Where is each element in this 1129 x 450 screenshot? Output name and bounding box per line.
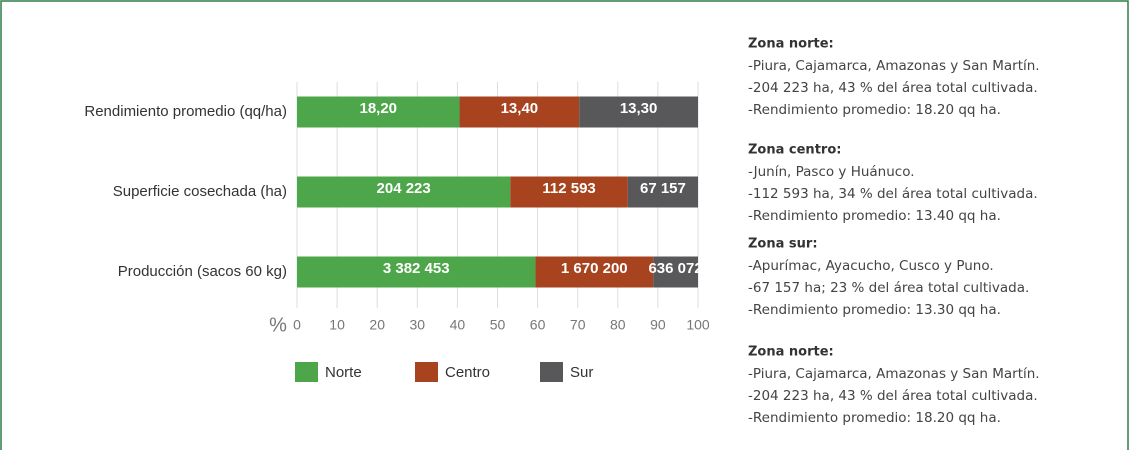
sidebar-line: -Rendimiento promedio: 18.20 qq ha. (748, 410, 1001, 426)
legend-swatch (540, 362, 563, 382)
sidebar-line: -Piura, Cajamarca, Amazonas y San Martín… (748, 366, 1040, 382)
data-label: 1 670 200 (561, 260, 628, 277)
data-label: 18,20 (359, 100, 397, 117)
x-tick-label: 80 (610, 317, 626, 333)
data-label: 3 382 453 (383, 260, 450, 277)
legend-label: Norte (325, 364, 362, 381)
data-label: 67 157 (640, 180, 686, 197)
data-label: 13,30 (620, 100, 658, 117)
sidebar-line: -204 223 ha, 43 % del área total cultiva… (748, 388, 1038, 404)
x-tick-label: 50 (490, 317, 506, 333)
bar-segment (510, 176, 628, 208)
sidebar-heading: Zona norte: (748, 37, 834, 52)
bar-segment (297, 176, 511, 208)
sidebar-line: -112 593 ha, 34 % del área total cultiva… (748, 186, 1038, 202)
bar-segment (297, 96, 460, 128)
y-tick-label: Superficie cosechada (ha) (113, 183, 287, 200)
x-tick-label: 0 (293, 317, 301, 333)
data-label: 13,40 (501, 100, 539, 117)
y-tick-label: Rendimiento promedio (qq/ha) (84, 103, 287, 120)
x-tick-label: 60 (530, 317, 546, 333)
bar-segment (459, 96, 580, 128)
legend-swatch (415, 362, 438, 382)
sidebar-heading: Zona sur: (748, 237, 818, 252)
x-tick-label: 100 (686, 317, 710, 333)
data-label: 204 223 (377, 180, 431, 197)
sidebar-line: -Rendimiento promedio: 13.40 qq ha. (748, 208, 1001, 224)
x-tick-label: 20 (369, 317, 385, 333)
sidebar-line: -Rendimiento promedio: 13.30 qq ha. (748, 302, 1001, 318)
sidebar-line: -Junín, Pasco y Huánuco. (748, 164, 915, 180)
x-tick-label: 70 (570, 317, 586, 333)
legend-label: Centro (445, 364, 490, 381)
sidebar-heading: Zona centro: (748, 143, 841, 158)
x-tick-label: 40 (450, 317, 466, 333)
bar-segment (579, 96, 698, 128)
x-tick-label: 90 (650, 317, 666, 333)
data-label: 112 593 (542, 180, 595, 197)
x-tick-label: 10 (329, 317, 345, 333)
sidebar-line: -204 223 ha, 43 % del área total cultiva… (748, 80, 1038, 96)
bar-segment (653, 256, 698, 288)
sidebar-line: -Rendimiento promedio: 18.20 qq ha. (748, 102, 1001, 118)
bar-segment (627, 176, 698, 208)
data-label: 636 072 (648, 260, 702, 277)
bar-segment (535, 256, 654, 288)
y-tick-label: Producción (sacos 60 kg) (118, 263, 287, 280)
x-tick-label: 30 (410, 317, 426, 333)
sidebar-heading: Zona norte: (748, 345, 834, 360)
legend-label: Sur (570, 364, 593, 381)
bar-segment (297, 256, 536, 288)
sidebar-line: -67 157 ha; 23 % del área total cultivad… (748, 280, 1029, 296)
x-axis-label: % (269, 314, 287, 336)
sidebar-line: -Apurímac, Ayacucho, Cusco y Puno. (748, 258, 994, 274)
sidebar-line: -Piura, Cajamarca, Amazonas y San Martín… (748, 58, 1040, 74)
legend-swatch (295, 362, 318, 382)
